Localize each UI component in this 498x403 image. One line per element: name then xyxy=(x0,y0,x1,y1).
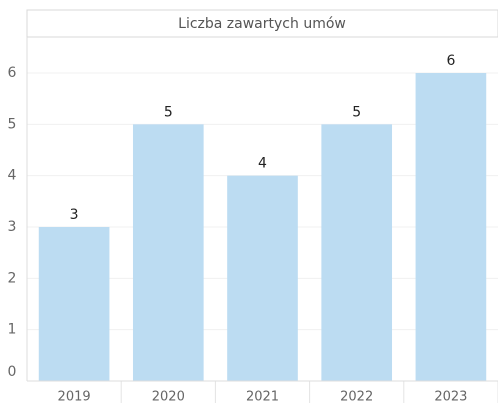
bar xyxy=(227,175,298,381)
data-label: 4 xyxy=(258,156,267,172)
data-label: 3 xyxy=(70,207,79,223)
data-label: 5 xyxy=(164,104,173,120)
x-tick-label: 2023 xyxy=(434,390,467,403)
y-tick-label: 5 xyxy=(8,116,17,132)
y-tick-label: 6 xyxy=(8,65,17,81)
data-label: 5 xyxy=(352,104,361,120)
y-tick-label: 1 xyxy=(8,322,17,338)
y-tick-label: 0 xyxy=(8,364,17,380)
y-tick-label: 2 xyxy=(8,270,17,286)
chart-title: Liczba zawartych umów xyxy=(178,16,346,32)
x-tick-label: 2020 xyxy=(152,390,185,403)
y-tick-label: 4 xyxy=(8,168,17,184)
data-label: 6 xyxy=(446,53,455,69)
bar xyxy=(321,124,393,381)
x-tick-label: 2022 xyxy=(340,390,373,403)
x-tick-label: 2019 xyxy=(58,390,91,403)
title-box xyxy=(26,9,498,38)
bar xyxy=(38,227,110,381)
x-tick-label: 2021 xyxy=(246,390,279,403)
bar xyxy=(415,73,487,381)
y-tick-label: 3 xyxy=(8,219,17,235)
bar xyxy=(132,124,204,381)
